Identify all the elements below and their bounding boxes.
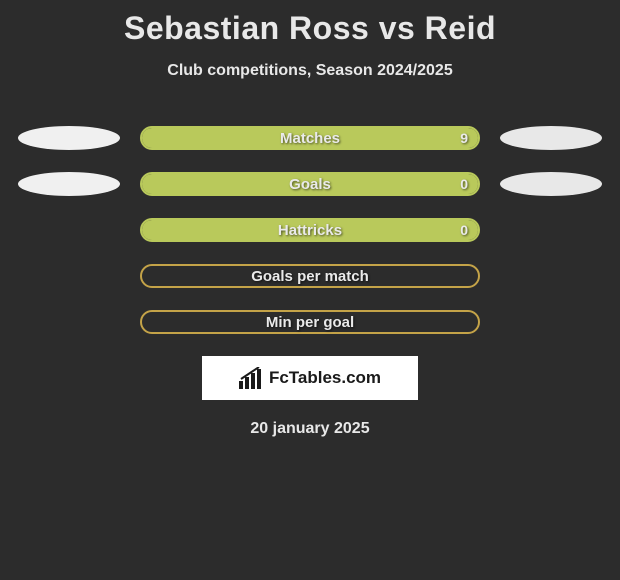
subtitle: Club competitions, Season 2024/2025 <box>0 62 620 80</box>
date-label: 20 january 2025 <box>0 420 620 438</box>
stat-row: Goals 0 <box>0 172 620 196</box>
stat-row: Hattricks 0 <box>0 218 620 242</box>
stat-rows: Matches 9 Goals 0 Hattricks 0 Goals per match M… <box>0 126 620 334</box>
page-title: Sebastian Ross vs Reid <box>0 0 620 47</box>
stat-row: Goals per match <box>0 264 620 288</box>
stat-value: 0 <box>460 176 468 192</box>
stat-bar: Min per goal <box>140 310 480 334</box>
left-ellipse <box>18 126 120 150</box>
left-ellipse <box>18 172 120 196</box>
stat-bar: Hattricks 0 <box>140 218 480 242</box>
stat-label: Hattricks <box>278 222 342 239</box>
stat-value: 0 <box>460 222 468 238</box>
right-ellipse <box>500 172 602 196</box>
stat-row: Min per goal <box>0 310 620 334</box>
logo-box: FcTables.com <box>202 356 418 400</box>
stat-value: 9 <box>460 130 468 146</box>
stat-bar: Matches 9 <box>140 126 480 150</box>
right-ellipse <box>500 126 602 150</box>
stat-label: Goals <box>289 176 331 193</box>
stat-row: Matches 9 <box>0 126 620 150</box>
stat-bar: Goals 0 <box>140 172 480 196</box>
stat-label: Matches <box>280 130 340 147</box>
chart-icon <box>239 367 263 389</box>
stat-bar: Goals per match <box>140 264 480 288</box>
stat-label: Min per goal <box>266 314 354 331</box>
stat-label: Goals per match <box>251 268 369 285</box>
logo-text: FcTables.com <box>269 368 381 388</box>
